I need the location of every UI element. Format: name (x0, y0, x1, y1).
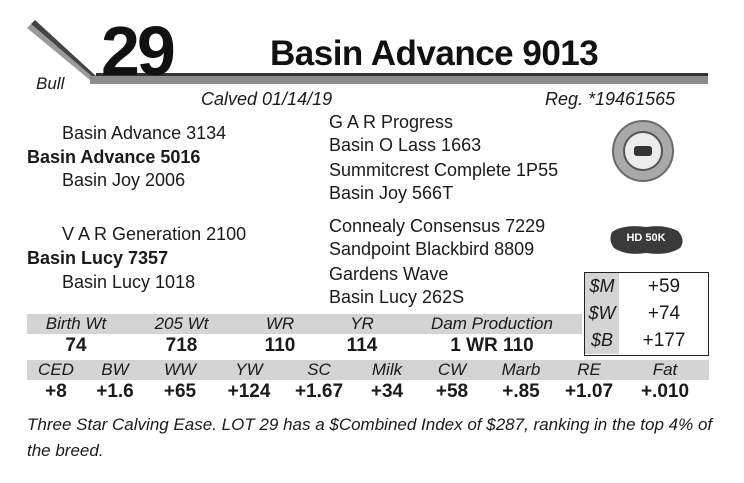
epd-header: Fat (621, 360, 709, 380)
index-row-m: $M +59 (585, 273, 708, 300)
pedigree-dam-dam: Basin Lucy 1018 (62, 272, 196, 292)
epd-value-row: +8 +1.6 +65 +124 +1.67 +34 +58 +.85 +1.0… (27, 380, 709, 404)
pedigree-sire-sire-sire: G A R Progress (329, 112, 454, 132)
pedigree-dam-sire-dam: Sandpoint Blackbird 8809 (329, 239, 535, 259)
cow-silhouette-icon (634, 146, 652, 156)
pedigree-dam-dam-sire: Gardens Wave (329, 264, 449, 284)
calved-date: Calved 01/14/19 (201, 89, 333, 109)
dollar-index-box: $M +59 $W +74 $B +177 (584, 272, 709, 356)
epd-header: BW (85, 360, 145, 380)
epd-table: CED BW WW YW SC Milk CW Marb RE Fat +8 +… (27, 360, 709, 404)
hd50k-badge: HD 50K (606, 222, 686, 258)
epd-header: RE (557, 360, 621, 380)
epd-value: +1.07 (564, 381, 614, 402)
performance-value: 114 (346, 335, 378, 356)
performance-header: WR (238, 314, 322, 334)
epd-header-row: CED BW WW YW SC Milk CW Marb RE Fat (27, 360, 709, 380)
epd-header: Milk (355, 360, 419, 380)
hd50k-badge-shape (610, 226, 683, 254)
pedigree-sire-dam-sire: Summitcrest Complete 1P55 (329, 160, 559, 180)
epd-header: YW (215, 360, 283, 380)
lot-footnote: Three Star Calving Ease. LOT 29 has a $C… (27, 415, 713, 460)
pedigree-sire-dam: Basin Joy 2006 (62, 170, 186, 190)
epd-value: +1.67 (294, 381, 344, 402)
performance-header: YR (322, 314, 402, 334)
hd50k-label: HD 50K (626, 232, 666, 244)
pedigree-sire-sire-dam: Basin O Lass 1663 (329, 135, 482, 155)
epd-header: WW (145, 360, 215, 380)
lot-number: 29 (101, 12, 176, 90)
performance-table: Birth Wt 205 Wt WR YR Dam Production 74 … (27, 314, 582, 358)
index-label: $B (585, 327, 619, 354)
epd-header: SC (283, 360, 355, 380)
epd-value: +124 (227, 381, 271, 402)
index-row-b: $B +177 (585, 327, 708, 354)
pedigree-sire-dam-dam: Basin Joy 566T (329, 183, 454, 203)
sex-label: Bull (36, 74, 65, 93)
index-value: +177 (642, 330, 686, 351)
pedigree-dam-sire-sire: Connealy Consensus 7229 (329, 216, 546, 236)
pedigree-dam-dam-dam: Basin Lucy 262S (329, 287, 465, 307)
epd-header: Marb (485, 360, 557, 380)
performance-value: 1 WR 110 (450, 335, 534, 356)
animal-name: Basin Advance 9013 (270, 34, 599, 73)
performance-value: 110 (264, 335, 296, 356)
pedigree-sire: Basin Advance 5016 (27, 147, 201, 167)
index-row-w: $W +74 (585, 300, 708, 327)
performance-value-row: 74 718 110 114 1 WR 110 (27, 334, 582, 358)
pedigree-dam: Basin Lucy 7357 (27, 248, 169, 268)
epd-value: +.010 (640, 381, 690, 402)
epd-value: +65 (163, 381, 197, 402)
epd-value: +8 (45, 381, 67, 402)
performance-header: Dam Production (402, 314, 582, 334)
pedigree-dam-sire: V A R Generation 2100 (62, 224, 247, 244)
performance-header: 205 Wt (125, 314, 238, 334)
performance-value: 74 (65, 335, 87, 356)
seal-inner-ring (623, 131, 663, 171)
registration-number: Reg. *19461565 (545, 89, 676, 109)
pedigree-sire-sire: Basin Advance 3134 (62, 123, 227, 143)
epd-value: +34 (370, 381, 404, 402)
performance-header: Birth Wt (27, 314, 125, 334)
index-value: +74 (647, 303, 681, 324)
epd-value: +1.6 (96, 381, 134, 402)
epd-value: +.85 (502, 381, 540, 402)
epd-value: +58 (435, 381, 469, 402)
performance-header-row: Birth Wt 205 Wt WR YR Dam Production (27, 314, 582, 334)
epd-header: CW (419, 360, 485, 380)
header-rule (27, 20, 708, 84)
index-label: $M (585, 273, 619, 300)
epd-header: CED (27, 360, 85, 380)
index-value: +59 (647, 276, 681, 297)
performance-value: 718 (165, 335, 198, 356)
index-label: $W (585, 300, 619, 327)
herd-seal-icon (612, 120, 674, 182)
